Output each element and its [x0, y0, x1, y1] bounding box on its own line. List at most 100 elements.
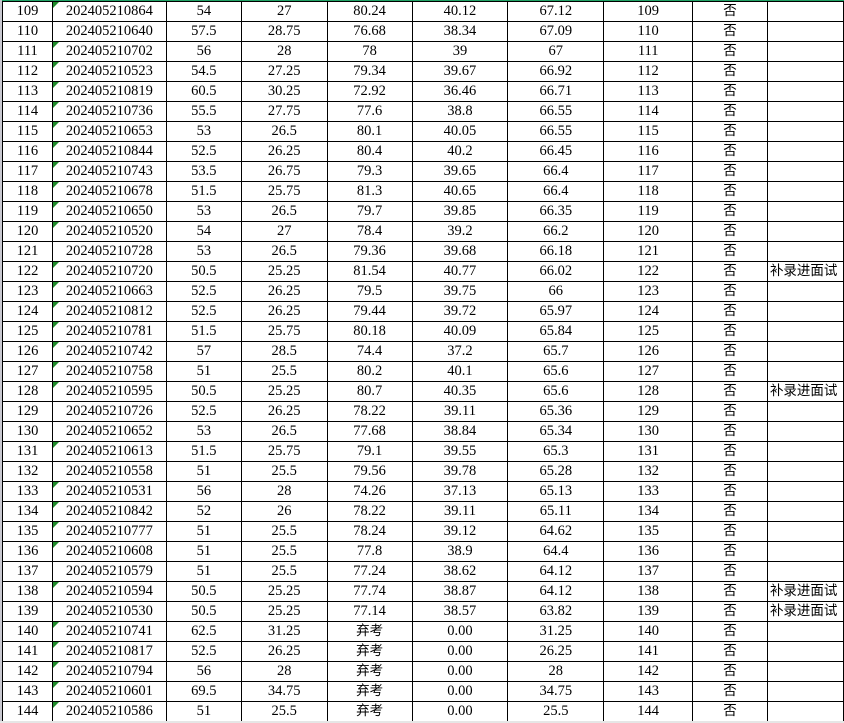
written-score-cell[interactable]: 52.5 [165, 281, 242, 302]
seq-cell[interactable]: 121 [2, 241, 53, 262]
physical-check-cell[interactable]: 否 [692, 81, 768, 102]
exam-id-cell[interactable]: 202405210608 [51, 541, 167, 562]
interview-score-cell[interactable]: 77.8 [326, 541, 413, 562]
seq-cell[interactable]: 131 [2, 441, 53, 462]
note-cell[interactable] [766, 121, 844, 142]
written-score-cell[interactable]: 53 [165, 241, 242, 262]
rank-cell[interactable]: 134 [603, 501, 694, 522]
written-score-cell[interactable]: 51 [165, 561, 242, 582]
interview-weighted-cell[interactable]: 37.13 [411, 481, 509, 502]
interview-score-cell[interactable]: 79.5 [326, 281, 413, 302]
interview-weighted-cell[interactable]: 38.8 [411, 101, 509, 122]
written-score-cell[interactable]: 52.5 [165, 641, 242, 662]
exam-id-cell[interactable]: 202405210758 [51, 361, 167, 382]
seq-cell[interactable]: 138 [2, 581, 53, 602]
rank-cell[interactable]: 140 [603, 621, 694, 642]
interview-score-cell[interactable]: 81.3 [326, 181, 413, 202]
written-weighted-cell[interactable]: 27.25 [240, 61, 328, 82]
exam-id-cell[interactable]: 202405210558 [51, 461, 167, 482]
interview-score-cell[interactable]: 72.92 [326, 81, 413, 102]
exam-id-cell[interactable]: 202405210678 [51, 181, 167, 202]
written-score-cell[interactable]: 51 [165, 701, 242, 722]
physical-check-cell[interactable]: 否 [692, 361, 768, 382]
total-score-cell[interactable]: 65.6 [507, 361, 605, 382]
rank-cell[interactable]: 123 [603, 281, 694, 302]
physical-check-cell[interactable]: 否 [692, 141, 768, 162]
written-score-cell[interactable]: 50.5 [165, 381, 242, 402]
note-cell[interactable] [766, 561, 844, 582]
physical-check-cell[interactable]: 否 [692, 621, 768, 642]
written-weighted-cell[interactable]: 26.5 [240, 421, 328, 442]
interview-weighted-cell[interactable]: 38.57 [411, 601, 509, 622]
seq-cell[interactable]: 110 [2, 21, 53, 42]
interview-score-cell[interactable]: 74.4 [326, 341, 413, 362]
rank-cell[interactable]: 128 [603, 381, 694, 402]
note-cell[interactable] [766, 161, 844, 182]
written-score-cell[interactable]: 50.5 [165, 261, 242, 282]
physical-check-cell[interactable]: 否 [692, 281, 768, 302]
total-score-cell[interactable]: 66.92 [507, 61, 605, 82]
rank-cell[interactable]: 122 [603, 261, 694, 282]
seq-cell[interactable]: 112 [2, 61, 53, 82]
written-score-cell[interactable]: 52 [165, 501, 242, 522]
seq-cell[interactable]: 135 [2, 521, 53, 542]
written-score-cell[interactable]: 55.5 [165, 101, 242, 122]
exam-id-cell[interactable]: 202405210726 [51, 401, 167, 422]
seq-cell[interactable]: 140 [2, 621, 53, 642]
exam-id-cell[interactable]: 202405210842 [51, 501, 167, 522]
total-score-cell[interactable]: 64.12 [507, 561, 605, 582]
written-score-cell[interactable]: 51 [165, 461, 242, 482]
interview-score-cell[interactable]: 78.4 [326, 221, 413, 242]
interview-weighted-cell[interactable]: 0.00 [411, 661, 509, 682]
seq-cell[interactable]: 122 [2, 261, 53, 282]
interview-score-cell[interactable]: 80.7 [326, 381, 413, 402]
rank-cell[interactable]: 124 [603, 301, 694, 322]
physical-check-cell[interactable]: 否 [692, 201, 768, 222]
rank-cell[interactable]: 118 [603, 181, 694, 202]
exam-id-cell[interactable]: 202405210720 [51, 261, 167, 282]
note-cell[interactable] [766, 101, 844, 122]
seq-cell[interactable]: 139 [2, 601, 53, 622]
written-score-cell[interactable]: 56 [165, 41, 242, 62]
written-weighted-cell[interactable]: 26.25 [240, 641, 328, 662]
seq-cell[interactable]: 118 [2, 181, 53, 202]
interview-score-cell[interactable]: 77.24 [326, 561, 413, 582]
exam-id-cell[interactable]: 202405210531 [51, 481, 167, 502]
written-score-cell[interactable]: 51 [165, 521, 242, 542]
written-score-cell[interactable]: 62.5 [165, 621, 242, 642]
physical-check-cell[interactable]: 否 [692, 601, 768, 622]
interview-score-cell[interactable]: 77.6 [326, 101, 413, 122]
note-cell[interactable] [766, 541, 844, 562]
rank-cell[interactable]: 109 [603, 1, 694, 22]
total-score-cell[interactable]: 65.28 [507, 461, 605, 482]
interview-score-cell[interactable]: 79.56 [326, 461, 413, 482]
exam-id-cell[interactable]: 202405210595 [51, 381, 167, 402]
seq-cell[interactable]: 113 [2, 81, 53, 102]
interview-score-cell[interactable]: 81.54 [326, 261, 413, 282]
interview-score-cell[interactable]: 78.22 [326, 501, 413, 522]
total-score-cell[interactable]: 66.4 [507, 161, 605, 182]
exam-id-cell[interactable]: 202405210736 [51, 101, 167, 122]
note-cell[interactable] [766, 661, 844, 682]
total-score-cell[interactable]: 64.12 [507, 581, 605, 602]
note-cell[interactable]: 补录进面试 [766, 581, 844, 602]
interview-weighted-cell[interactable]: 40.35 [411, 381, 509, 402]
written-score-cell[interactable]: 52.5 [165, 401, 242, 422]
exam-id-cell[interactable]: 202405210586 [51, 701, 167, 722]
interview-score-cell[interactable]: 79.34 [326, 61, 413, 82]
written-weighted-cell[interactable]: 26.25 [240, 301, 328, 322]
interview-score-cell[interactable]: 76.68 [326, 21, 413, 42]
note-cell[interactable] [766, 441, 844, 462]
rank-cell[interactable]: 125 [603, 321, 694, 342]
seq-cell[interactable]: 120 [2, 221, 53, 242]
written-weighted-cell[interactable]: 28 [240, 661, 328, 682]
total-score-cell[interactable]: 65.84 [507, 321, 605, 342]
seq-cell[interactable]: 109 [2, 1, 53, 22]
rank-cell[interactable]: 113 [603, 81, 694, 102]
physical-check-cell[interactable]: 否 [692, 381, 768, 402]
total-score-cell[interactable]: 66.18 [507, 241, 605, 262]
total-score-cell[interactable]: 66.71 [507, 81, 605, 102]
seq-cell[interactable]: 127 [2, 361, 53, 382]
interview-weighted-cell[interactable]: 40.1 [411, 361, 509, 382]
seq-cell[interactable]: 134 [2, 501, 53, 522]
